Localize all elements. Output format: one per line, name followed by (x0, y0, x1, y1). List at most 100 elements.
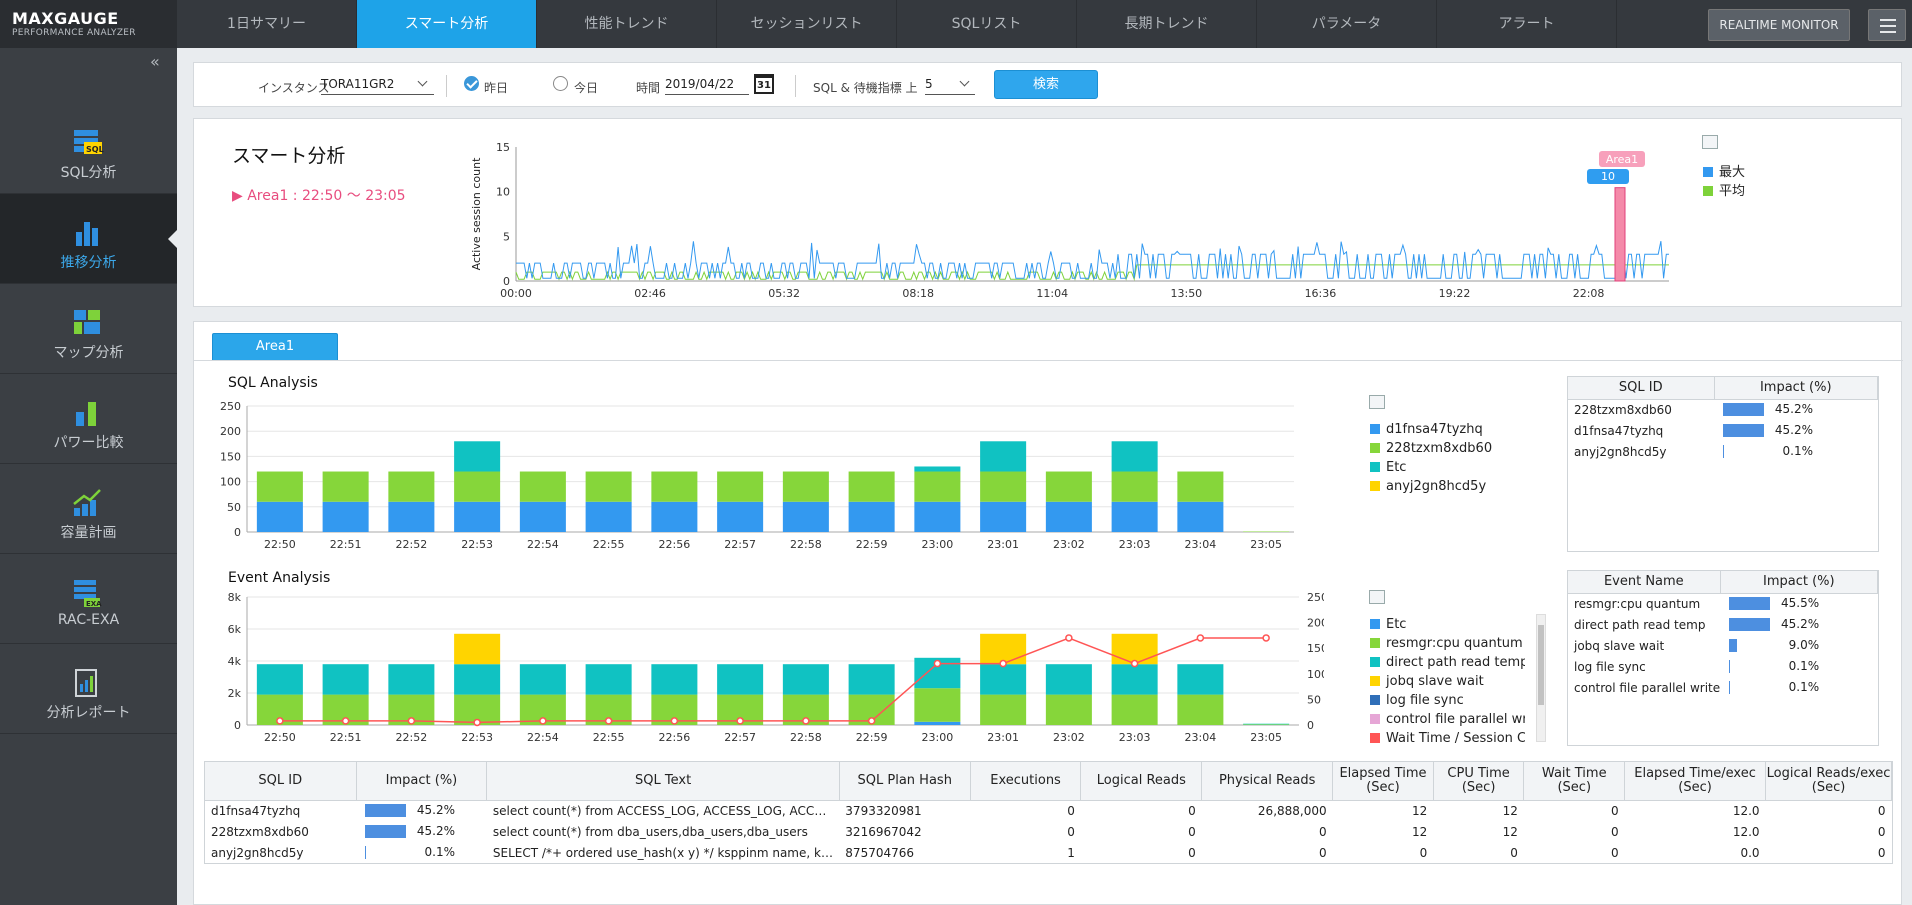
bar-segment (1045, 694, 1092, 725)
legend-swatch (1370, 424, 1380, 434)
legend-item[interactable]: 平均 (1703, 180, 1745, 199)
grid-header[interactable]: Elapsed Time (Sec) (1332, 762, 1434, 801)
top-count-select[interactable]: 5 (925, 77, 975, 95)
table-row[interactable]: direct path read temp 45.2% (1568, 614, 1878, 635)
sidebar-item-5[interactable]: EXA RAC-EXA (0, 554, 177, 644)
bar-segment (1177, 694, 1224, 725)
legend-toggle-icon[interactable] (1702, 135, 1718, 149)
legend-item[interactable]: control file parallel write (1370, 712, 1525, 731)
sidebar-item-3[interactable]: パワー比較 (0, 374, 177, 464)
grid-header[interactable]: Logical Reads/exec (Sec) (1765, 762, 1892, 801)
grid-header[interactable]: Logical Reads (1080, 762, 1203, 801)
grid-header[interactable]: Executions (970, 762, 1082, 801)
tab-7[interactable]: アラート (1437, 0, 1617, 48)
sidebar-item-6[interactable]: 分析レポート (0, 644, 177, 734)
sidebar-item-0[interactable]: SQL SQL分析 (0, 104, 177, 194)
legend-item[interactable]: Wait Time / Session Cou (1370, 731, 1525, 750)
bar-segment (980, 441, 1027, 472)
grid-header[interactable]: Elapsed Time/exec (Sec) (1624, 762, 1767, 801)
tab-6[interactable]: パラメータ (1257, 0, 1437, 48)
wait-time-point (1196, 634, 1205, 642)
impact-bar-fill (365, 825, 406, 838)
impact-cell: 9.0% (1720, 635, 1877, 656)
instance-select[interactable]: TORA11GR2 (321, 77, 434, 95)
table-row[interactable]: anyj2gn8hcd5y 0.1% (1568, 441, 1878, 462)
legend-item[interactable]: Etc (1370, 460, 1492, 479)
sidebar: « SQL SQL分析 推移分析 マップ分析 パワー比較 容量計画 EXA RAC-EXA 分析… (0, 48, 177, 905)
table-row[interactable]: jobq slave wait 9.0% (1568, 635, 1878, 656)
x-tick-label: 19:22 (1439, 287, 1471, 300)
tab-area1[interactable]: Area1 (212, 333, 338, 361)
legend-item[interactable]: jobq slave wait (1370, 674, 1525, 693)
grid-header[interactable]: Wait Time (Sec) (1523, 762, 1626, 801)
active-session-chart[interactable]: 0 5 10 15 Active session count 00:00 02:46 05:3… (194, 119, 1903, 308)
grid-row[interactable]: d1fnsa47tyzhq 45.2% select count(*) from A… (205, 800, 1892, 821)
yesterday-radio[interactable] (464, 76, 479, 91)
bar-segment (388, 501, 435, 532)
table-row[interactable]: control file parallel write 0.1% (1568, 677, 1878, 698)
wait-time-point (539, 717, 547, 725)
event-analysis-chart[interactable]: 0 2k 4k 6k 8k 22:50 22:51 22:52 22:53 22:54 22:55 2… (194, 585, 1324, 755)
impact-header[interactable]: Impact (%) (1714, 377, 1878, 400)
legend-item[interactable]: d1fnsa47tyzhq (1370, 422, 1492, 441)
impact-value: 45.5% (1781, 596, 1820, 611)
grid-row[interactable]: 228tzxm8xdb60 45.2% select count(*) from d… (205, 821, 1892, 842)
impact-bar: 9.0% (1729, 639, 1819, 652)
hamburger-menu-icon[interactable] (1868, 9, 1906, 41)
search-button[interactable]: 検索 (994, 70, 1098, 99)
grid-header[interactable]: CPU Time (Sec) (1433, 762, 1525, 801)
grid-cell: 26,888,000 (1257, 803, 1327, 818)
bar-segment (454, 501, 501, 532)
tab-2[interactable]: 性能トレンド (537, 0, 717, 48)
legend-scrollbar[interactable] (1536, 614, 1546, 742)
table-row[interactable]: log file sync 0.1% (1568, 656, 1878, 677)
tab-1[interactable]: スマート分析 (357, 0, 537, 48)
grid-cell: 0 (1188, 824, 1196, 839)
tab-0[interactable]: 1日サマリー (177, 0, 357, 48)
grid-cell: 0 (1877, 803, 1886, 818)
grid-row[interactable]: anyj2gn8hcd5y 0.1% SELECT /*+ ordered use_… (205, 842, 1892, 863)
today-radio[interactable] (553, 76, 568, 91)
legend-item[interactable]: Etc (1370, 617, 1525, 636)
sidebar-item-2[interactable]: マップ分析 (0, 284, 177, 374)
time-label: 時間 (636, 81, 661, 95)
area-range[interactable]: ▶ Area1 : 22:50 ～ 23:05 (232, 185, 406, 205)
y-tick-label: 0 (503, 275, 510, 288)
sql-analysis-chart[interactable]: 0 50 100 150 200 250 22:50 22:51 22:52 22:53 22:54… (194, 392, 1294, 552)
grid-header[interactable]: Physical Reads (1201, 762, 1334, 801)
x-tick-label: 23:05 (1250, 731, 1282, 744)
legend-toggle-icon[interactable] (1369, 395, 1385, 409)
legend-item[interactable]: 228tzxm8xdb60 (1370, 441, 1492, 460)
legend-toggle-icon[interactable] (1369, 590, 1385, 604)
date-input[interactable]: 2019/04/22 (665, 77, 749, 95)
tab-3[interactable]: セッションリスト (717, 0, 897, 48)
x-tick-label: 22:56 (659, 731, 691, 744)
grid-header[interactable]: SQL Text (486, 762, 840, 801)
legend-swatch (1370, 733, 1380, 743)
sidebar-item-1[interactable]: 推移分析 (0, 194, 177, 284)
table-row[interactable]: d1fnsa47tyzhq 45.2% (1568, 420, 1878, 441)
legend-item[interactable]: anyj2gn8hcd5y (1370, 479, 1492, 498)
calendar-icon[interactable]: 31 (754, 74, 774, 94)
x-tick-label: 22:50 (264, 731, 296, 744)
legend-item[interactable]: 最大 (1703, 161, 1745, 180)
grid-header[interactable]: Impact (%) (356, 762, 488, 801)
impact-header[interactable]: Impact (%) (1720, 571, 1879, 594)
tab-5[interactable]: 長期トレンド (1077, 0, 1257, 48)
sidebar-item-4[interactable]: 容量計画 (0, 464, 177, 554)
grid-cell: 1 (1067, 845, 1075, 860)
table-row[interactable]: resmgr:cpu quantum 45.5% (1568, 593, 1878, 614)
impact-cell: 45.2% (1720, 614, 1877, 635)
tab-4[interactable]: SQLリスト (897, 0, 1077, 48)
grid-header[interactable]: SQL Plan Hash (839, 762, 971, 801)
scrollbar-thumb[interactable] (1538, 625, 1544, 705)
sidebar-collapse-icon[interactable]: « (150, 52, 160, 71)
event-name-header[interactable]: Event Name (1568, 571, 1721, 594)
legend-item[interactable]: log file sync (1370, 693, 1525, 712)
realtime-monitor-button[interactable]: REALTIME MONITOR (1708, 9, 1850, 41)
grid-header[interactable]: SQL ID (205, 762, 357, 801)
sql-id-header[interactable]: SQL ID (1568, 377, 1715, 400)
legend-item[interactable]: resmgr:cpu quantum (1370, 636, 1525, 655)
table-row[interactable]: 228tzxm8xdb60 45.2% (1568, 399, 1878, 420)
legend-item[interactable]: direct path read temp (1370, 655, 1525, 674)
